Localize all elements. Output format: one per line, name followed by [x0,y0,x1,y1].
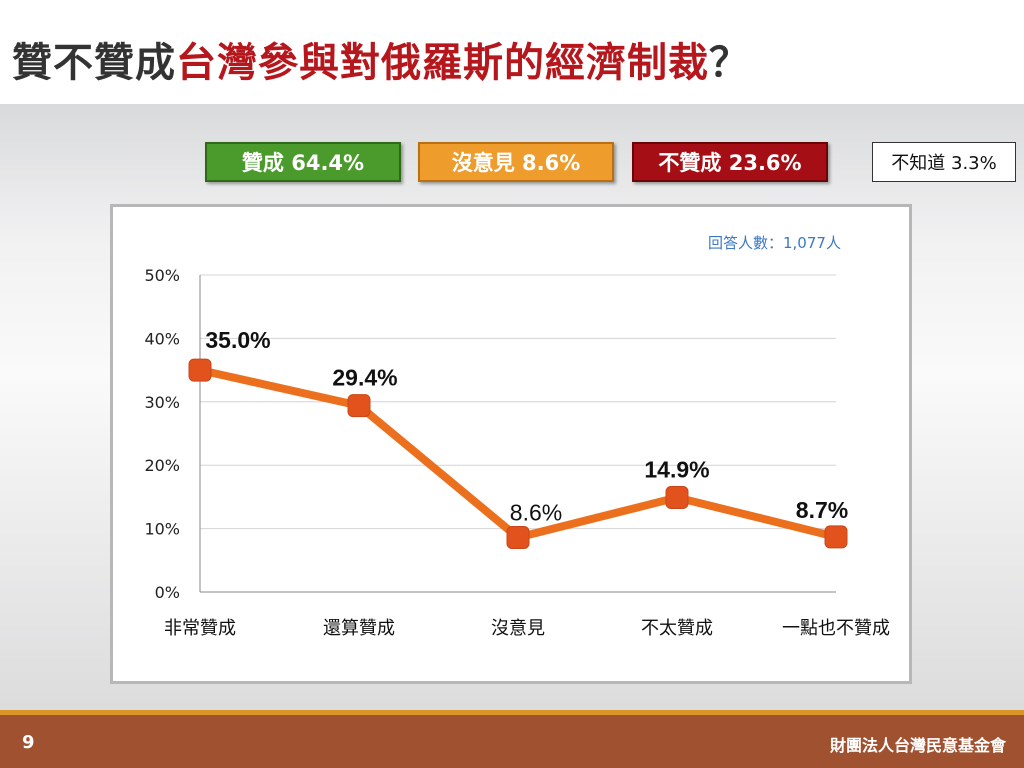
summary-dont-know-badge: 不知道 3.3% [872,142,1016,182]
y-tick-label: 40% [144,329,180,348]
y-tick-label: 20% [144,456,180,475]
x-tick-label: 不太贊成 [641,618,713,639]
x-tick-label: 沒意見 [491,618,545,639]
respondent-count: 回答人數：1,077人 [708,234,841,252]
data-label: 14.9% [644,457,709,483]
organization-name: 財團法人台灣民意基金會 [829,736,1006,755]
y-tick-label: 0% [155,583,180,602]
data-label: 8.7% [796,497,848,523]
y-tick-label: 50% [144,266,180,285]
data-label: 35.0% [205,327,270,353]
data-point [665,486,689,510]
footer-accent-line [0,710,1024,715]
page-number: 9 [22,732,35,753]
summary-disagree-badge: 不贊成 23.6% [632,142,828,182]
x-tick-label: 一點也不贊成 [782,618,890,639]
chart-panel [110,204,912,684]
page-title: 贊不贊成台灣參與對俄羅斯的經濟制裁？ [12,30,750,88]
title-part-2: 台灣參與對俄羅斯的經濟制裁 [176,40,709,86]
title-part-1: 贊不贊成 [12,40,176,86]
y-tick-label: 30% [144,393,180,412]
data-label: 29.4% [332,365,397,391]
x-tick-label: 非常贊成 [164,618,236,639]
data-point [824,525,848,549]
title-part-3: ？ [709,40,750,86]
data-point [506,525,530,549]
data-point [347,394,371,418]
x-tick-label: 還算贊成 [323,618,395,639]
footer-bar: 9 財團法人台灣民意基金會 [0,715,1024,768]
summary-no-opinion-badge: 沒意見 8.6% [418,142,614,182]
data-label: 8.6% [510,499,562,525]
y-tick-label: 10% [144,520,180,539]
summary-agree-badge: 贊成 64.4% [205,142,401,182]
title-bar: 贊不贊成台灣參與對俄羅斯的經濟制裁？ [0,0,1024,104]
data-point [188,358,212,382]
